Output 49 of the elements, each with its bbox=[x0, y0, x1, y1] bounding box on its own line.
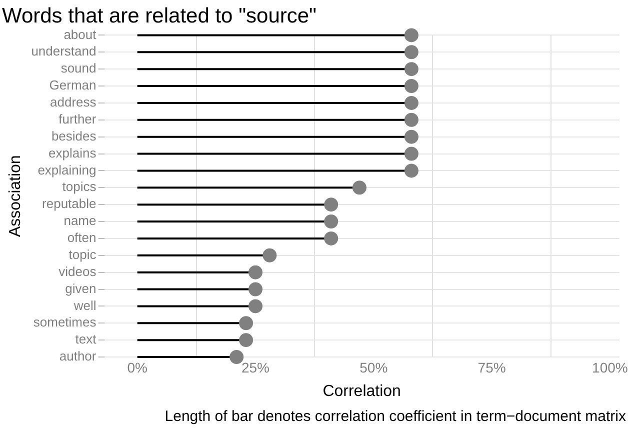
point bbox=[324, 214, 338, 229]
point bbox=[239, 333, 254, 348]
point bbox=[404, 79, 418, 94]
y-tick-label: sound bbox=[60, 60, 96, 76]
y-tick-label: besides bbox=[51, 128, 97, 144]
chart-title: Words that are related to "source" bbox=[2, 4, 317, 28]
point bbox=[324, 198, 338, 212]
y-tick-label: name bbox=[64, 213, 96, 228]
text: Length of bar denotes correlation coefficient in term−document matrix bbox=[164, 408, 626, 425]
point bbox=[248, 299, 262, 314]
y-tick-label: videos bbox=[58, 264, 97, 279]
y-tick-label: further bbox=[58, 111, 97, 126]
point bbox=[404, 112, 418, 127]
y-tick-label: explaining bbox=[38, 162, 96, 178]
y-tick-label: text bbox=[75, 332, 97, 347]
point bbox=[404, 146, 418, 161]
y-tick-label: reputable bbox=[42, 196, 96, 212]
y-tick-label: understand bbox=[31, 44, 96, 59]
point bbox=[404, 28, 418, 42]
point bbox=[404, 164, 418, 178]
y-tick-label: given bbox=[65, 280, 96, 296]
y-tick-label: topic bbox=[68, 246, 97, 262]
point bbox=[404, 130, 418, 144]
x-axis-title: Correlation bbox=[322, 382, 401, 400]
y-tick-label: author bbox=[59, 348, 97, 364]
y-axis-title: Association bbox=[7, 155, 24, 238]
y-tick-label: address bbox=[50, 94, 97, 110]
x-tick-label: 0% bbox=[127, 359, 148, 376]
x-tick-label: 50% bbox=[360, 359, 388, 376]
point bbox=[352, 180, 366, 195]
x-tick-label: 25% bbox=[241, 359, 270, 376]
x-tick-label: 100% bbox=[592, 359, 628, 376]
y-tick-label: sometimes bbox=[33, 314, 97, 330]
y-tick-label: explains bbox=[48, 145, 97, 160]
y-tick-label: German bbox=[49, 78, 96, 93]
point bbox=[324, 231, 338, 246]
point bbox=[248, 265, 262, 280]
x-tick-label: 75% bbox=[478, 359, 506, 376]
point bbox=[248, 282, 262, 296]
point bbox=[404, 45, 418, 60]
point bbox=[262, 248, 277, 262]
y-tick-label: often bbox=[67, 230, 96, 246]
point bbox=[404, 62, 418, 76]
point bbox=[239, 316, 254, 330]
point bbox=[230, 350, 244, 364]
point bbox=[404, 96, 418, 110]
y-tick-label: well bbox=[72, 298, 96, 313]
y-tick-label: about bbox=[64, 26, 97, 42]
y-tick-label: topics bbox=[62, 179, 97, 194]
